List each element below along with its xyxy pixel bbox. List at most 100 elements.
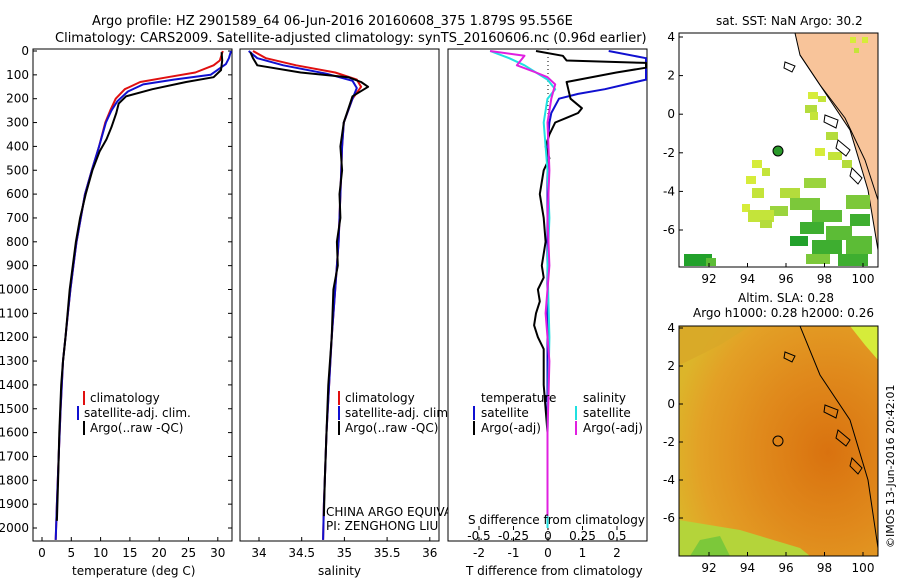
salinity-xlabel: salinity: [318, 564, 361, 578]
temperature-panel: 0100200300400500600700800900100011001200…: [0, 44, 647, 578]
x-tick-label: 34.5: [288, 546, 315, 560]
island: [823, 404, 839, 419]
sst-cell: [800, 222, 824, 234]
x-tick-label: 10: [93, 546, 108, 560]
sst-cell: [838, 254, 868, 266]
depth-tick-label: 2000: [0, 521, 29, 535]
depth-tick-label: 1900: [0, 497, 29, 511]
lat-tick-label: -2: [663, 435, 675, 449]
credit-text: ©IMOS 13-Jun-2016 20:42:01: [884, 384, 897, 548]
legend-title-temperature: temperature: [481, 391, 556, 405]
lon-tick-label: 96: [778, 272, 793, 286]
depth-tick-label: 600: [6, 187, 29, 201]
lat-tick-label: 4: [667, 321, 675, 335]
x-tick-label: 35.5: [374, 546, 401, 560]
depth-tick-label: 1100: [0, 306, 29, 320]
header-line1: Argo profile: HZ 2901589_64 06-Jun-2016 …: [92, 14, 573, 29]
sst-cell: [828, 152, 842, 160]
depth-tick-label: 1700: [0, 449, 29, 463]
sst-cell: [812, 210, 842, 222]
x-tick-label: -1: [508, 546, 520, 560]
x-tick-label: 2: [613, 546, 621, 560]
sst-cell: [846, 236, 872, 254]
series-salinity-satellite: [489, 50, 557, 528]
lon-tick-label: 94: [740, 272, 755, 286]
lon-tick-label: 100: [852, 561, 875, 575]
lat-tick-label: -4: [663, 184, 675, 198]
lat-tick-label: -2: [663, 146, 675, 160]
depth-tick-label: 1200: [0, 330, 29, 344]
legend-label: Argo(..raw -QC): [90, 421, 183, 435]
sst-cell: [752, 160, 762, 168]
island: [835, 139, 851, 157]
sst-cell: [815, 148, 825, 156]
s-diff-tick-label: 0: [544, 529, 552, 543]
sla-map-content: [679, 326, 878, 556]
island: [849, 167, 863, 185]
sst-cell: [850, 214, 870, 226]
depth-tick-label: 400: [6, 139, 29, 153]
s-diff-tick-label: 0.5: [607, 529, 626, 543]
argo-position-marker: [772, 145, 784, 157]
legend-label: satellite-adj. clim.: [345, 406, 452, 420]
x-tick-label: 30: [210, 546, 225, 560]
sst-cell: [752, 188, 764, 198]
x-tick-label: 0: [38, 546, 46, 560]
difference-xlabel: T difference from climatology: [465, 564, 643, 578]
lat-tick-label: -6: [663, 511, 675, 525]
lon-tick-label: 98: [817, 272, 832, 286]
depth-tick-label: 800: [6, 235, 29, 249]
legend-label: Argo(-adj): [583, 421, 643, 435]
sst-cell: [684, 254, 712, 266]
island: [783, 61, 796, 73]
sst-cell: [770, 206, 788, 216]
depth-tick-label: 200: [6, 92, 29, 106]
sst-cell: [804, 178, 826, 188]
legend-label: Argo(-adj): [481, 421, 541, 435]
sst-cell: [706, 258, 716, 266]
sst-cell: [780, 188, 800, 198]
difference-lines: [489, 50, 647, 528]
legend-label: satellite-adj. clim.: [84, 406, 191, 420]
depth-tick-label: 1500: [0, 402, 29, 416]
salinity-legend: climatology satellite-adj. clim. Argo(..…: [338, 391, 452, 435]
island: [783, 351, 796, 363]
lat-tick-label: 2: [667, 69, 675, 83]
depth-tick-label: 900: [6, 259, 29, 273]
lat-tick-label: -6: [663, 223, 675, 237]
sla-field-patch: [679, 326, 750, 365]
lon-tick-label: 100: [852, 272, 875, 286]
sst-cell: [762, 168, 770, 176]
land-sumatra: [850, 326, 878, 360]
depth-tick-label: 1300: [0, 354, 29, 368]
x-tick-label: 0: [544, 546, 552, 560]
x-tick-label: 15: [122, 546, 137, 560]
sst-cell: [806, 254, 830, 264]
sst-map: sat. SST: NaN Argo: 30.2 420-2-4-6 92 94 9…: [663, 14, 879, 286]
depth-tick-label: 1800: [0, 473, 29, 487]
sst-cell: [850, 37, 856, 43]
legend-label: climatology: [90, 391, 160, 405]
sst-map-title: sat. SST: NaN Argo: 30.2: [716, 14, 863, 28]
legend-title-salinity: salinity: [583, 391, 626, 405]
difference-x-ticks: -2 -1 0 1 2: [473, 537, 621, 560]
sst-map-lat-ticks: 4 2 0 -2 -4 -6: [663, 30, 683, 237]
s-diff-tick-label: 0.25: [569, 529, 596, 543]
sla-map-title: Altim. SLA: 0.28: [738, 291, 834, 305]
x-tick-label: -2: [473, 546, 485, 560]
series-argo-raw-qc: [249, 51, 370, 517]
lon-tick-label: 94: [740, 561, 755, 575]
x-tick-label: 36: [422, 546, 437, 560]
depth-tick-label: 1600: [0, 426, 29, 440]
sst-cell: [826, 226, 852, 240]
depth-tick-label: 300: [6, 116, 29, 130]
sst-cell: [746, 176, 756, 184]
sst-cell: [826, 132, 838, 140]
depth-tick-label: 0: [21, 44, 29, 58]
lon-tick-label: 96: [778, 561, 793, 575]
sla-field-patch: [690, 536, 730, 556]
legend-label: satellite: [583, 406, 631, 420]
depth-tick-label: 100: [6, 68, 29, 82]
depth-tick-label: 500: [6, 163, 29, 177]
